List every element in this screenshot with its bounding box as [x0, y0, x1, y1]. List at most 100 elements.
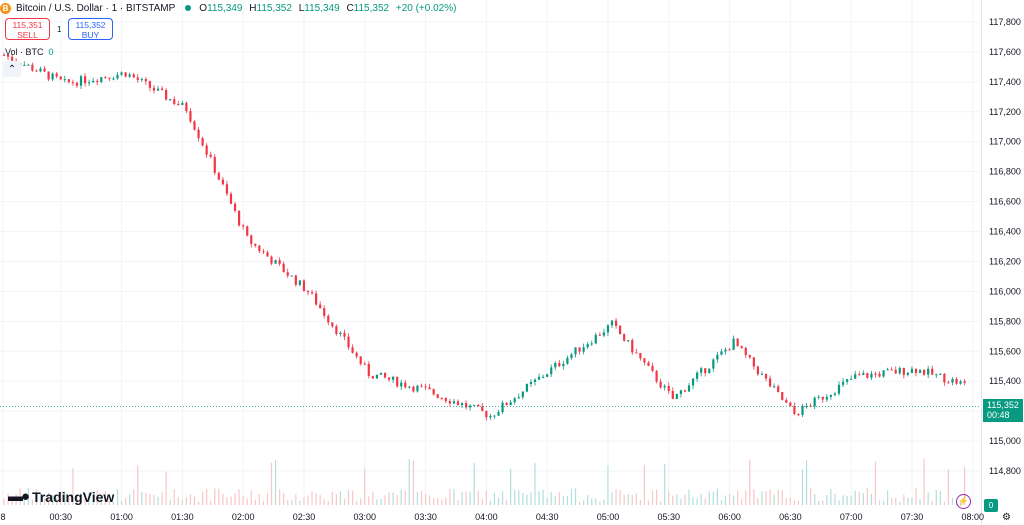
candle-body	[452, 401, 456, 404]
candle-body	[817, 396, 820, 398]
candle-body	[845, 379, 849, 382]
volume-bar	[854, 490, 856, 505]
volume-bar	[647, 500, 650, 505]
candle-body	[140, 78, 143, 81]
volume-bar	[311, 491, 313, 505]
candle-body	[570, 354, 573, 358]
volume-bar	[372, 491, 374, 505]
volume-bar	[542, 489, 544, 505]
time-tick-label: 01:00	[110, 512, 133, 522]
candle-body	[262, 251, 265, 253]
volume-bar	[299, 500, 301, 505]
volume-bar	[493, 492, 496, 505]
candle-body	[327, 315, 330, 323]
buy-button[interactable]: 115,352 BUY	[68, 18, 113, 40]
volume-bar	[919, 499, 921, 505]
volume-bar	[291, 500, 293, 505]
candle-body	[720, 351, 723, 355]
volume-bar	[384, 495, 386, 505]
candle-body	[355, 352, 358, 357]
time-tick-label: 07:00	[840, 512, 863, 522]
candle-body	[254, 243, 257, 246]
volume-bar	[356, 500, 358, 505]
candle-body	[910, 368, 914, 373]
candle-body	[408, 386, 411, 388]
volume-bar	[80, 493, 82, 505]
candle-body	[963, 381, 966, 383]
ohlc-values: O115,349 H115,352 L115,349 C115,352 +20 …	[199, 3, 460, 14]
candle-body	[335, 326, 338, 335]
market-status-icon[interactable]	[185, 5, 192, 11]
high-value: 115,352	[256, 2, 292, 14]
candle-body	[233, 203, 237, 211]
candle-body	[339, 332, 342, 335]
flash-icon[interactable]: ⚡	[956, 494, 971, 509]
candle-body	[578, 347, 581, 352]
candle-body	[744, 347, 747, 356]
volume-bars	[3, 458, 966, 505]
current-price-value: 115,352	[987, 400, 1019, 410]
candle-body	[266, 252, 269, 257]
candle-body	[43, 68, 46, 72]
candle-body	[509, 402, 512, 406]
candle-body	[886, 369, 889, 371]
candle-body	[359, 356, 362, 364]
candle-body	[464, 403, 468, 408]
volume-bar	[514, 489, 516, 505]
candle-body	[550, 367, 553, 375]
close-value: 115,352	[353, 2, 390, 14]
volume-bar	[578, 501, 581, 505]
time-axis[interactable]: 8 00:30 01:00 01:30 02:00 02:30 03:00 03:30 04:0…	[0, 512, 984, 522]
candle-body	[323, 308, 326, 316]
candle-body	[444, 397, 447, 402]
volume-bar	[720, 499, 723, 505]
volume-bar	[388, 492, 390, 505]
candle-body	[923, 369, 926, 375]
candle-body	[237, 210, 241, 226]
gear-icon[interactable]: ⚙	[1002, 512, 1011, 523]
candle-body	[833, 393, 837, 395]
volume-bar	[757, 498, 759, 505]
sell-button[interactable]: 115,351 SELL	[5, 18, 50, 40]
candle-body	[331, 322, 334, 327]
volume-bar	[700, 493, 702, 505]
volume-bar	[185, 497, 187, 505]
volume-bar	[797, 501, 800, 505]
candle-body	[221, 179, 224, 185]
volume-bar	[603, 499, 605, 505]
volume-bar	[96, 490, 98, 505]
candle-body	[270, 256, 273, 264]
price-tick-label: 117,400	[989, 77, 1021, 87]
candle-body	[165, 90, 168, 100]
volume-bar	[631, 494, 633, 505]
candle-body	[663, 385, 666, 388]
candle-body	[432, 389, 435, 395]
time-tick-label: 02:00	[232, 512, 255, 522]
price-tick-label: 116,800	[989, 167, 1021, 177]
tradingview-logo[interactable]: ▬● TradingView	[8, 488, 114, 505]
volume-bar	[165, 471, 167, 505]
candle-body	[955, 378, 958, 384]
volume-bar	[469, 491, 471, 505]
volume-bar	[88, 492, 90, 505]
volume-bar	[777, 489, 779, 505]
symbol-title[interactable]: Bitcoin / U.S. Dollar · 1 · BITSTAMP	[16, 2, 176, 14]
low-value: 115,349	[304, 2, 340, 14]
price-tick-label: 115,800	[989, 316, 1021, 326]
candle-body	[756, 366, 760, 375]
volume-legend[interactable]: Vol · BTC 0	[5, 47, 54, 57]
candle-body	[387, 377, 391, 380]
volume-bar	[878, 500, 881, 505]
volume-bar	[745, 490, 747, 505]
collapse-legend-button[interactable]: ⌃	[3, 61, 21, 77]
candle-body	[850, 378, 853, 380]
candle-body	[882, 370, 885, 377]
volume-bar	[810, 488, 812, 505]
candle-body	[189, 111, 192, 122]
volume-bar	[903, 494, 905, 505]
candle-body	[278, 260, 281, 264]
volume-bar	[935, 490, 937, 505]
volume-bar	[749, 459, 751, 505]
volume-bar	[376, 499, 378, 505]
